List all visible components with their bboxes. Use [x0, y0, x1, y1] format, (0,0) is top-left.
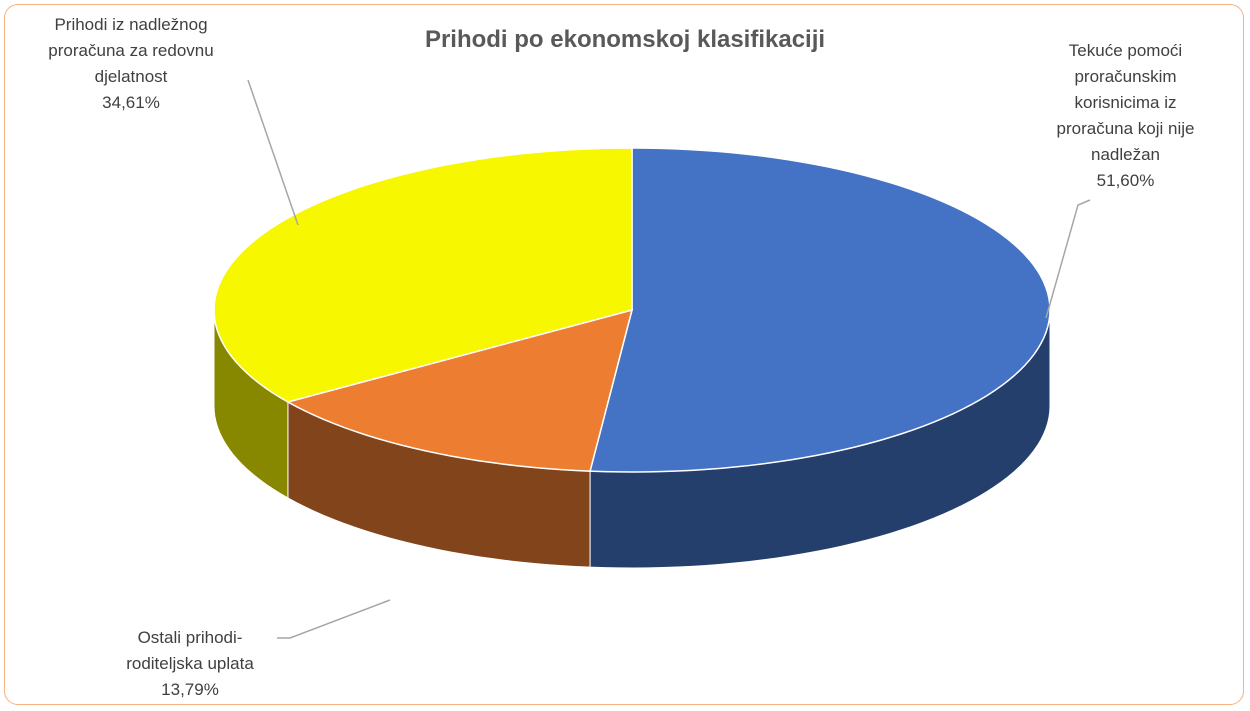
value-label: 13,79% — [161, 680, 219, 699]
leader-line — [277, 599, 391, 639]
leader-line — [1045, 199, 1091, 319]
chart-frame — [4, 4, 1244, 705]
category-label: Tekuće pomoći proračunskim korisnicima i… — [1056, 41, 1195, 164]
slice — [213, 147, 633, 403]
value-label: 34,61% — [102, 93, 160, 112]
data-label: Ostali prihodi-roditeljska uplata 13,79% — [105, 625, 275, 703]
leader-line — [247, 79, 299, 226]
value-label: 51,60% — [1096, 171, 1155, 190]
chart-title: Prihodi po ekonomskoj klasifikaciji — [424, 26, 826, 53]
data-label: Tekuće pomoći proračunskim korisnicima i… — [1043, 38, 1208, 194]
category-label: Prihodi iz nadležnog proračuna za redovn… — [48, 15, 214, 86]
category-label: Ostali prihodi-roditeljska uplata — [126, 628, 254, 673]
slice — [589, 147, 1051, 473]
slice — [285, 308, 634, 472]
data-label: Prihodi iz nadležnog proračuna za redovn… — [16, 12, 246, 116]
